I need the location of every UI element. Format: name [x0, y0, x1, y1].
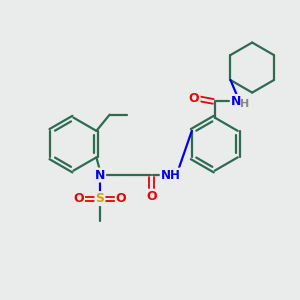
- Text: NH: NH: [161, 169, 181, 182]
- Text: H: H: [240, 99, 249, 109]
- Text: O: O: [146, 190, 157, 203]
- Text: S: S: [95, 192, 104, 205]
- Text: O: O: [74, 192, 84, 205]
- Text: O: O: [189, 92, 200, 105]
- Text: N: N: [231, 95, 241, 108]
- Text: N: N: [95, 169, 105, 182]
- Text: O: O: [116, 192, 126, 205]
